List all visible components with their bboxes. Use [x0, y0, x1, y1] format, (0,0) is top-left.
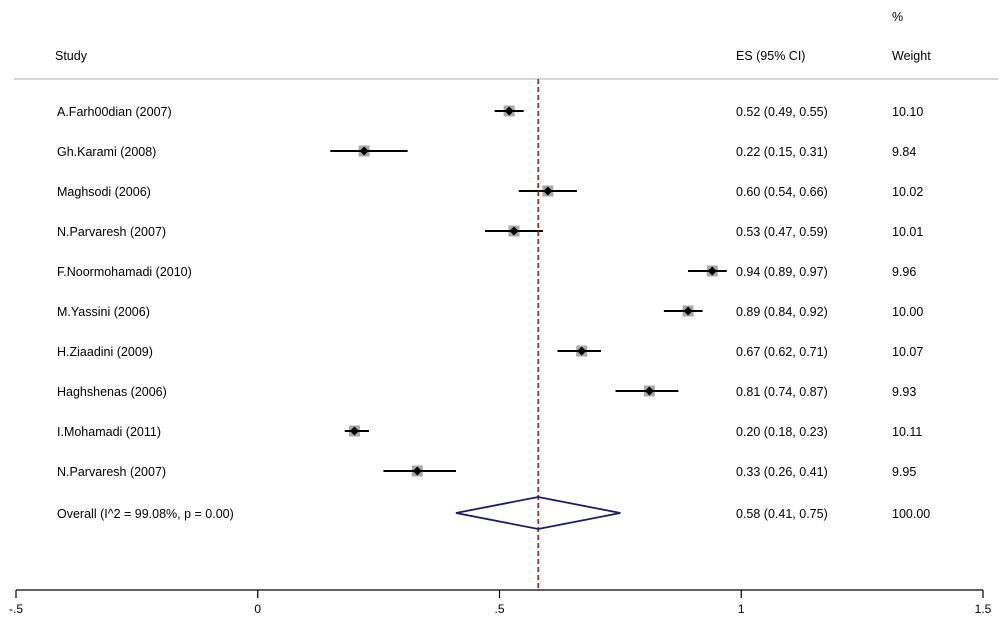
point-estimate [707, 266, 717, 276]
study-row: Haghshenas (2006) 0.81 (0.74, 0.87) 9.93 [57, 385, 916, 399]
study-name: N.Parvaresh (2007) [57, 465, 166, 479]
x-tick-label: .5 [494, 602, 504, 616]
overall-diamond [455, 496, 621, 530]
point-estimate [412, 466, 422, 476]
weight-text: 10.07 [892, 345, 923, 359]
point-estimate [359, 146, 369, 156]
effect-size-text: 0.52 (0.49, 0.55) [736, 105, 828, 119]
study-name: Gh.Karami (2008) [57, 145, 156, 159]
weight-text: 9.84 [892, 145, 916, 159]
study-name: N.Parvaresh (2007) [57, 225, 166, 239]
weight-text: 9.96 [892, 265, 916, 279]
study-row: Gh.Karami (2008) 0.22 (0.15, 0.31) 9.84 [57, 145, 916, 159]
study-row: A.Farh00dian (2007) 0.52 (0.49, 0.55) 10.1… [57, 105, 923, 119]
effect-size-text: 0.22 (0.15, 0.31) [736, 145, 828, 159]
study-name: M.Yassini (2006) [57, 305, 150, 319]
weight-text: 9.93 [892, 385, 916, 399]
study-name: I.Mohamadi (2011) [57, 425, 161, 439]
point-estimate [577, 346, 587, 356]
x-tick-label: 0 [254, 602, 261, 616]
weight-text: 9.95 [892, 465, 916, 479]
overall-effect-size-text: 0.58 (0.41, 0.75) [736, 507, 828, 521]
effect-size-text: 0.89 (0.84, 0.92) [736, 305, 828, 319]
study-row: N.Parvaresh (2007) 0.53 (0.47, 0.59) 10.01 [57, 225, 923, 239]
x-tick-label: -.5 [9, 602, 23, 616]
point-estimate [543, 186, 553, 196]
study-row: H.Ziaadini (2009) 0.67 (0.62, 0.71) 10.07 [57, 345, 923, 359]
header-study: Study [55, 49, 88, 63]
study-row: N.Parvaresh (2007) 0.33 (0.26, 0.41) 9.95 [57, 465, 916, 479]
point-estimate [504, 106, 514, 116]
study-row: I.Mohamadi (2011) 0.20 (0.18, 0.23) 10.11 [57, 425, 922, 439]
study-name: Haghshenas (2006) [57, 385, 167, 399]
effect-size-text: 0.33 (0.26, 0.41) [736, 465, 828, 479]
header-weight-percent: % [892, 10, 903, 24]
weight-text: 10.10 [892, 105, 923, 119]
overall-weight-text: 100.00 [892, 507, 930, 521]
point-estimate [683, 306, 693, 316]
x-tick-label: 1 [738, 602, 745, 616]
weight-text: 10.00 [892, 305, 923, 319]
point-estimate [644, 386, 654, 396]
effect-size-text: 0.20 (0.18, 0.23) [736, 425, 828, 439]
study-row: F.Noormohamadi (2010) 0.94 (0.89, 0.97) 9.… [57, 265, 916, 279]
x-axis-ticks: -.5 0 .5 1 1.5 [9, 590, 992, 616]
overall-row: Overall (I^2 = 99.08%, p = 0.00) 0.58 (0.… [57, 507, 930, 521]
header-es: ES (95% CI) [736, 49, 805, 63]
point-estimate [509, 226, 519, 236]
study-row: Maghsodi (2006) 0.60 (0.54, 0.66) 10.02 [57, 185, 923, 199]
x-tick-label: 1.5 [975, 602, 992, 616]
study-name: Maghsodi (2006) [57, 185, 151, 199]
study-name: F.Noormohamadi (2010) [57, 265, 192, 279]
overall-label: Overall (I^2 = 99.08%, p = 0.00) [57, 507, 234, 521]
header-weight: Weight [892, 49, 931, 63]
effect-size-text: 0.60 (0.54, 0.66) [736, 185, 828, 199]
effect-size-text: 0.53 (0.47, 0.59) [736, 225, 828, 239]
weight-text: 10.11 [892, 425, 922, 439]
effect-size-text: 0.94 (0.89, 0.97) [736, 265, 828, 279]
effect-size-text: 0.81 (0.74, 0.87) [736, 385, 828, 399]
weight-text: 10.02 [892, 185, 923, 199]
study-name: A.Farh00dian (2007) [57, 105, 172, 119]
study-rows: A.Farh00dian (2007) 0.52 (0.49, 0.55) 10.1… [57, 105, 930, 521]
effect-size-text: 0.67 (0.62, 0.71) [736, 345, 828, 359]
study-name: H.Ziaadini (2009) [57, 345, 153, 359]
study-row: M.Yassini (2006) 0.89 (0.84, 0.92) 10.00 [57, 305, 923, 319]
point-estimate [349, 426, 359, 436]
weight-text: 10.01 [892, 225, 923, 239]
